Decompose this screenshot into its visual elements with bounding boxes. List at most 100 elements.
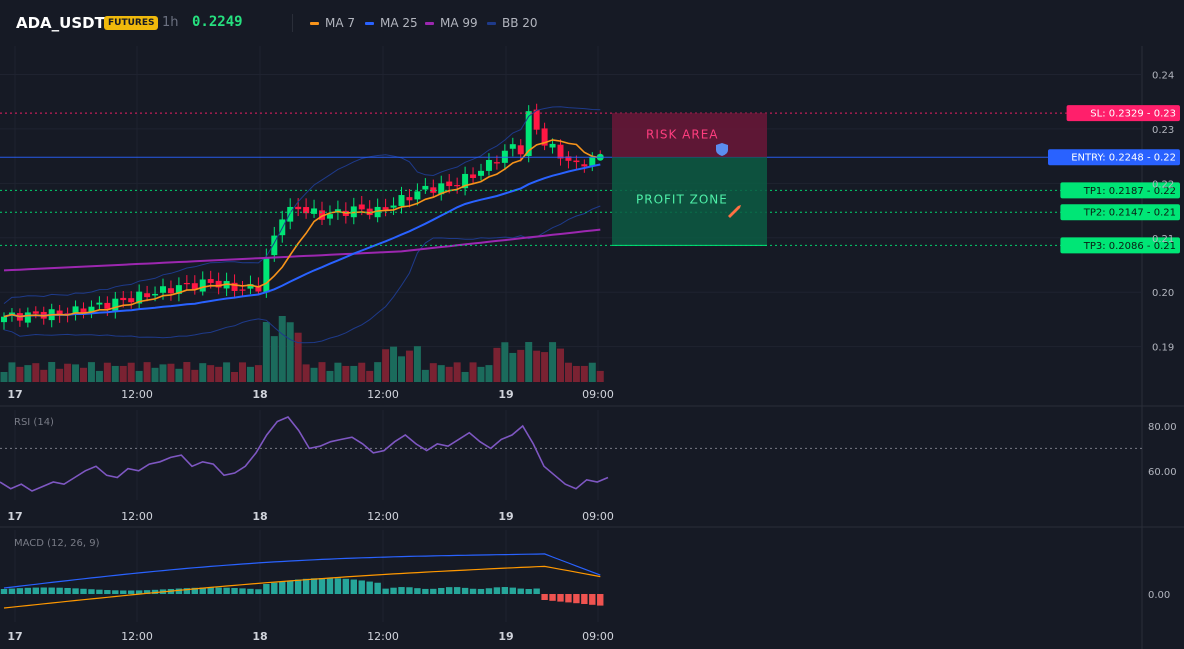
volume-bar [40,369,48,382]
macd-hist-bar [461,587,469,594]
volume-bar [159,364,167,382]
macd-hist-bar [32,587,39,594]
macd-hist-bar [501,587,509,594]
macd-hist-bar [310,578,318,594]
macd-hist-bar [151,589,159,594]
candle [398,186,405,214]
volume-bar [103,362,111,382]
macd-hist-bar [247,588,254,594]
macd-hist-bar [255,589,262,594]
candle-body [374,206,381,218]
macd-hist-bar [533,588,540,594]
candle-body [358,204,365,210]
y-tick-label: 0.21 [1152,234,1174,245]
candle [303,198,310,219]
volume-bar [549,342,557,382]
candle [565,151,572,169]
symbol-name[interactable]: ADA_USDT [16,14,105,32]
x-tick-label-rsi: 09:00 [582,510,614,523]
macd-hist-bar [96,589,103,594]
candle-body [1,316,7,323]
macd-hist-bar [0,589,8,594]
macd-hist-bar [358,580,365,594]
candle [406,189,413,208]
rsi-line [0,416,609,492]
legend-ma25[interactable]: MA 25 [365,16,418,30]
legend-ma7[interactable]: MA 7 [310,16,355,30]
x-tick-label-main: 12:00 [367,388,399,401]
candle [493,155,500,170]
volume-bar [119,365,127,382]
volume-bar [485,365,493,382]
macd-hist-bar [398,587,405,594]
candle-body [311,208,318,214]
volume-bar [262,322,270,382]
macd-hist-bar [318,578,326,594]
profit-zone [612,157,767,246]
macd-hist-bar [80,588,87,594]
x-tick-label-macd: 12:00 [367,630,399,643]
candle-body [263,257,270,293]
candle [478,163,484,181]
legend-bb20[interactable]: BB 20 [487,16,538,30]
macd-hist-bar [104,590,111,594]
candle-body [581,164,588,167]
x-tick-label-macd: 18 [252,630,267,643]
candle [24,307,31,328]
volume-bar [374,362,382,382]
candle [311,199,318,218]
candle [525,105,532,163]
candle-body [287,206,294,222]
volume-bar [207,365,215,382]
candle-body [422,185,429,190]
candle [438,175,445,201]
macd-hist-bar [541,594,548,600]
volume-bar [382,349,390,382]
candle [271,226,278,262]
candle-body [414,191,421,200]
x-tick-label-rsi: 18 [252,510,267,523]
candle-body [454,185,461,187]
level-label: TP2: 0.2147 - 0.21 [1083,208,1176,219]
volume-bar [111,365,119,382]
volume-bar [310,367,318,382]
volume-bar [127,362,135,382]
volume-bar [0,372,8,382]
candle-body [239,289,246,291]
x-tick-label-rsi: 19 [498,510,513,523]
candle [167,280,174,301]
macd-hist-bar [557,594,564,602]
candle-body [303,207,310,214]
candle [112,291,119,319]
volume-bar [32,363,40,382]
candle-body [120,297,127,301]
macd-hist-bar [128,590,135,594]
rsi-y-tick: 80.00 [1148,422,1177,433]
volume-bar [64,363,72,382]
candle [231,274,238,299]
macd-hist-bar [485,588,493,594]
macd-hist-bar [581,594,588,604]
level-tag [1048,149,1180,166]
futures-badge: FUTURES [104,16,159,30]
volume-bar [199,363,207,382]
legend-ma99[interactable]: MA 99 [425,16,478,30]
macd-hist-bar [183,588,191,594]
volume-bar [557,348,564,382]
candle [541,122,548,151]
candle [175,277,182,302]
macd-hist-bar [72,588,79,594]
volume-bar [286,322,294,382]
macd-hist-bar [263,584,270,594]
macd-hist-bar [509,587,516,594]
candle [32,306,39,319]
macd-hist-bar [56,587,63,594]
timeframe-label[interactable]: 1h [162,15,179,30]
macd-hist-bar [223,587,230,594]
volume-bar [525,342,533,382]
candle [239,281,246,297]
candle-body [533,109,540,130]
bb-lower-line [3,205,601,344]
macd-hist-bar [573,594,580,604]
